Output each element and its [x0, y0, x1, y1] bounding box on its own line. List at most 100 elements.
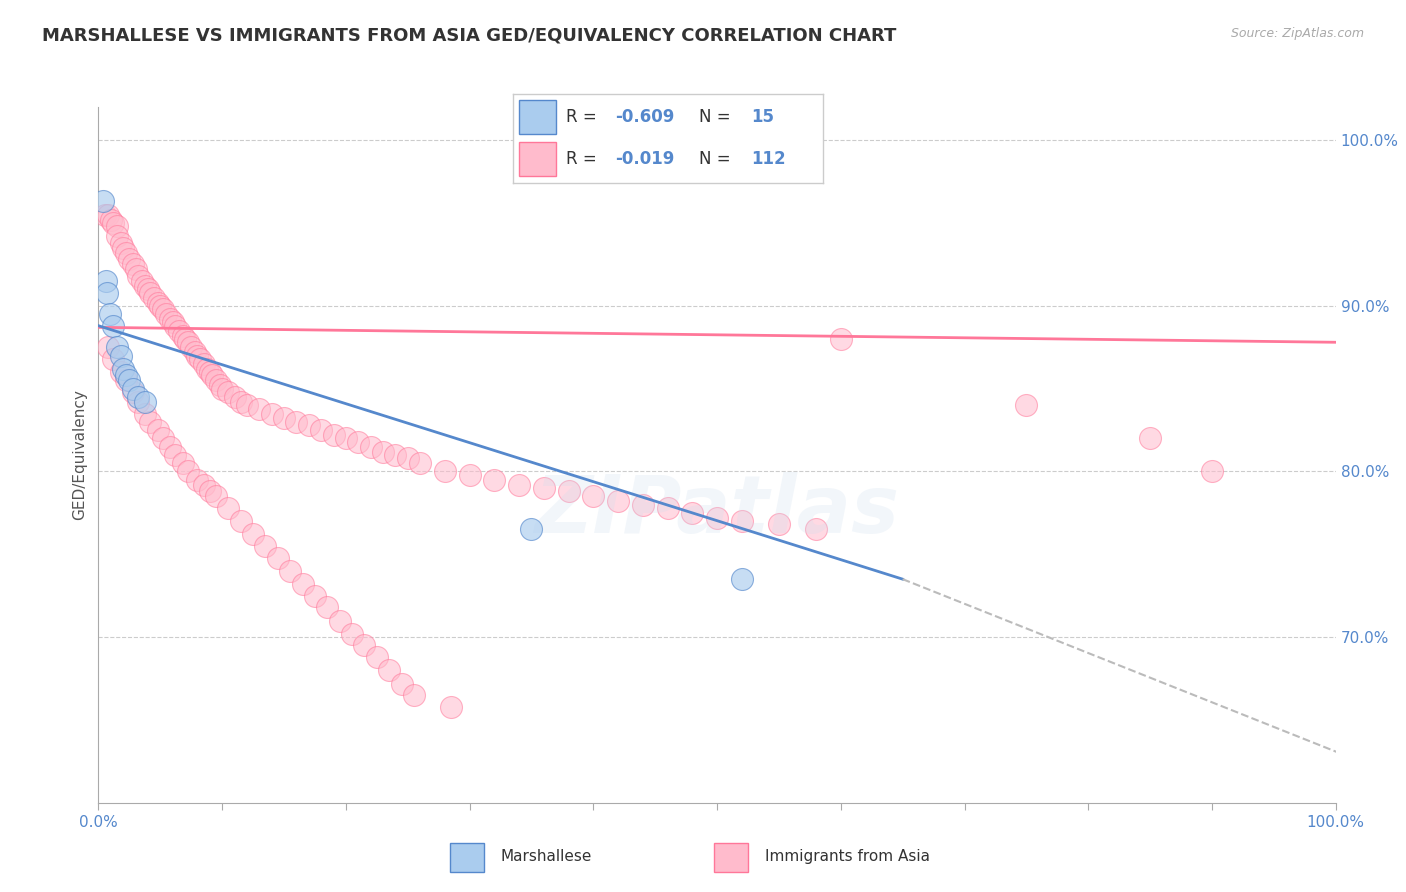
Point	[180, 340, 202, 354]
Point	[134, 407, 156, 421]
Point	[520, 523, 543, 537]
Point	[260, 407, 283, 421]
Point	[236, 398, 259, 412]
Point	[159, 440, 181, 454]
Text: R =: R =	[565, 150, 602, 168]
Point	[267, 550, 290, 565]
Point	[97, 340, 120, 354]
Point	[105, 219, 128, 234]
Point	[254, 539, 277, 553]
Point	[229, 395, 252, 409]
Point	[122, 384, 145, 399]
Point	[143, 291, 166, 305]
Point	[347, 434, 370, 449]
Text: 112: 112	[751, 150, 786, 168]
Point	[273, 411, 295, 425]
Point	[396, 451, 419, 466]
Text: MARSHALLESE VS IMMIGRANTS FROM ASIA GED/EQUIVALENCY CORRELATION CHART: MARSHALLESE VS IMMIGRANTS FROM ASIA GED/…	[42, 27, 897, 45]
Point	[139, 415, 162, 429]
Point	[198, 365, 221, 379]
Point	[706, 511, 728, 525]
Point	[118, 252, 141, 267]
Point	[830, 332, 852, 346]
Point	[112, 361, 135, 376]
Point	[165, 318, 187, 333]
Point	[309, 423, 332, 437]
Point	[681, 506, 703, 520]
Point	[768, 517, 790, 532]
Point	[103, 351, 125, 366]
Point	[112, 241, 135, 255]
Point	[378, 663, 401, 677]
Point	[208, 378, 231, 392]
Point	[167, 324, 190, 338]
Point	[110, 235, 132, 250]
Point	[94, 274, 117, 288]
Point	[122, 257, 145, 271]
Point	[114, 245, 136, 260]
Point	[100, 212, 122, 227]
Point	[152, 302, 174, 317]
Point	[176, 465, 198, 479]
Point	[93, 208, 115, 222]
Point	[353, 639, 375, 653]
Point	[217, 500, 239, 515]
Point	[162, 315, 184, 329]
FancyBboxPatch shape	[519, 100, 557, 134]
Point	[152, 431, 174, 445]
Point	[278, 564, 301, 578]
Point	[105, 229, 128, 244]
Text: N =: N =	[699, 150, 735, 168]
Point	[97, 208, 120, 222]
Point	[174, 332, 197, 346]
Point	[657, 500, 679, 515]
Point	[631, 498, 654, 512]
Point	[118, 373, 141, 387]
Point	[242, 527, 264, 541]
Point	[96, 285, 118, 300]
Point	[139, 285, 162, 300]
Point	[201, 368, 224, 383]
FancyBboxPatch shape	[450, 843, 484, 872]
Point	[217, 384, 239, 399]
Point	[384, 448, 406, 462]
Point	[458, 467, 481, 482]
Point	[127, 268, 149, 283]
Point	[134, 279, 156, 293]
Point	[103, 318, 125, 333]
Point	[105, 340, 128, 354]
Text: R =: R =	[565, 108, 602, 126]
Point	[1139, 431, 1161, 445]
Point	[188, 351, 211, 366]
Y-axis label: GED/Equivalency: GED/Equivalency	[72, 390, 87, 520]
Point	[335, 431, 357, 445]
Text: -0.609: -0.609	[616, 108, 675, 126]
Point	[731, 572, 754, 586]
Point	[360, 440, 382, 454]
Point	[127, 395, 149, 409]
Text: Marshallese: Marshallese	[501, 849, 592, 863]
Point	[131, 274, 153, 288]
Point	[176, 335, 198, 350]
Point	[184, 345, 207, 359]
Point	[409, 456, 432, 470]
Point	[291, 577, 314, 591]
Text: 15: 15	[751, 108, 775, 126]
Point	[247, 401, 270, 416]
Point	[122, 382, 145, 396]
Point	[211, 382, 233, 396]
Point	[205, 489, 228, 503]
Point	[110, 365, 132, 379]
Point	[103, 216, 125, 230]
Point	[114, 368, 136, 383]
Text: Immigrants from Asia: Immigrants from Asia	[765, 849, 929, 863]
Point	[508, 477, 530, 491]
Point	[127, 390, 149, 404]
Point	[155, 307, 177, 321]
Text: N =: N =	[699, 108, 735, 126]
Point	[731, 514, 754, 528]
Point	[193, 357, 215, 371]
Point	[110, 349, 132, 363]
Point	[484, 473, 506, 487]
Point	[433, 465, 456, 479]
